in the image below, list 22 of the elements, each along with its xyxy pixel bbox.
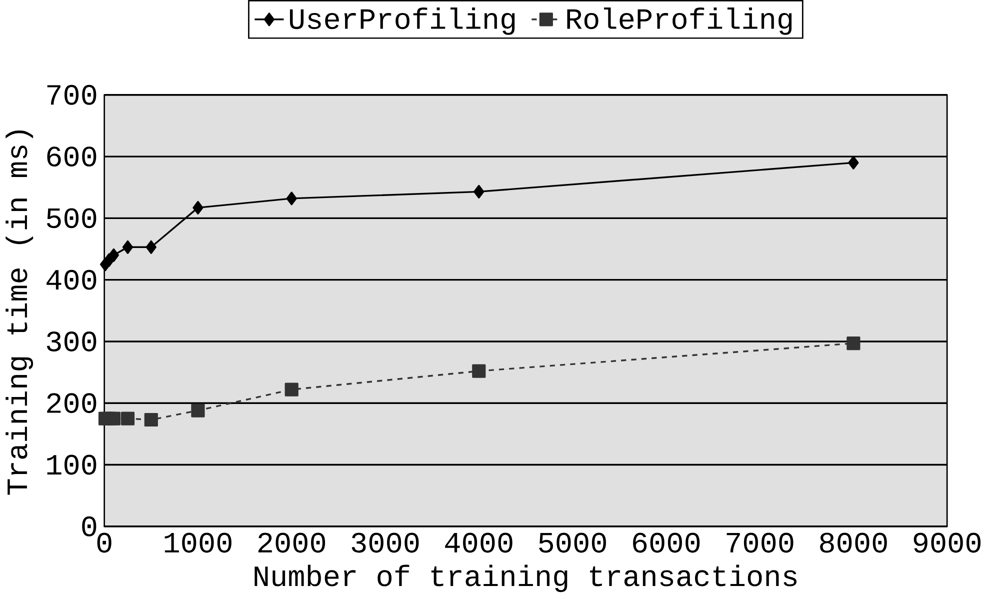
y-tick-label: 100 [47,454,96,475]
y-tick-label: 500 [46,208,96,228]
x-tick-label: 6000 [633,532,700,553]
y-tick-label: 400 [46,270,96,290]
x-tick-label: 3000 [352,532,419,553]
x-tick-label: 0 [97,532,112,553]
y-tick-label: 700 [47,85,96,106]
x-tick-label: 2000 [258,532,326,553]
x-tick-label: 4000 [445,532,512,553]
y-axis-title: Training time (in ms) [6,130,34,495]
legend-label: UserProfiling [290,8,515,35]
x-axis-title: Number of training transactions [254,564,796,592]
y-tick-label: 200 [47,393,96,414]
x-tick-label: 7000 [726,532,794,553]
x-tick-label: 1000 [164,532,232,553]
y-tick-label: 300 [46,332,96,352]
x-tick-label: 8000 [820,532,887,553]
y-tick-label: 600 [47,146,96,167]
x-tick-label: 9000 [914,532,981,553]
legend-label: RoleProfiling [567,8,792,35]
x-tick-label: 5000 [539,532,606,553]
y-tick-label: 0 [82,516,96,537]
